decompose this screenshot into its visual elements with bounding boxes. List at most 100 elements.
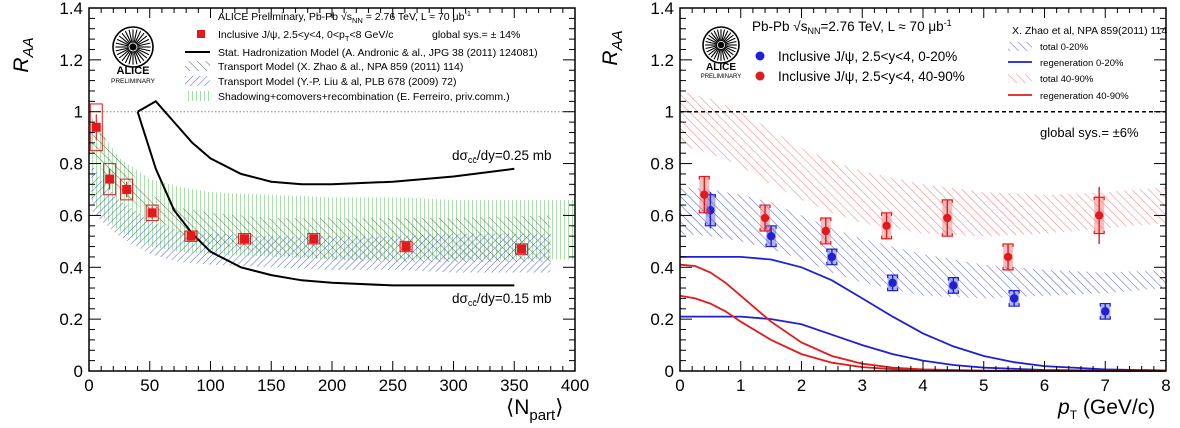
logo-ray bbox=[706, 46, 718, 53]
total-0-20-band bbox=[680, 186, 1166, 299]
legend-entry-zhao: Transport Model (X. Zhao & al., NPA 859 … bbox=[218, 61, 463, 73]
logo-ray bbox=[137, 47, 151, 52]
logo-ray bbox=[134, 50, 142, 64]
y-axis-title: RAA bbox=[10, 37, 37, 72]
logo-subtext: PRELIMINARY bbox=[111, 78, 156, 85]
y-tick-label: 0.2 bbox=[650, 310, 674, 329]
data-points bbox=[89, 103, 529, 255]
zhao-band bbox=[91, 116, 551, 263]
jpsi-sys-bracket bbox=[1008, 290, 1020, 307]
logo-ray bbox=[124, 50, 132, 64]
legend-model-regen-central: regeneration 0-20% bbox=[1040, 58, 1124, 69]
legend-entry-liu: Transport Model (Y.-P. Liu & al, PLB 678… bbox=[218, 76, 457, 88]
jpsi-marker bbox=[1094, 211, 1104, 220]
jpsi-point-sys-box bbox=[515, 243, 529, 255]
annotation-upper-shm: dσcc̄/dy=0.25 mb bbox=[452, 148, 552, 165]
logo-ray bbox=[724, 46, 736, 53]
legend: Pb-Pb √sNN=2.76 TeV, L ≈ 70 μb-1 Inclusi… bbox=[752, 18, 1167, 102]
jpsi-point-sys-box bbox=[307, 233, 321, 245]
y-tick-label: 1.4 bbox=[650, 0, 674, 18]
logo-ray bbox=[722, 30, 729, 42]
y-tick-label: 0.8 bbox=[650, 155, 674, 174]
shm-upper-curve bbox=[137, 100, 515, 186]
logo-ray bbox=[124, 30, 132, 44]
x-tick-label: 3 bbox=[858, 376, 867, 395]
legend-global-sys: global sys.= ± 14% bbox=[432, 29, 520, 41]
logo-ray bbox=[133, 29, 138, 43]
legend-marker-peripheral bbox=[755, 71, 765, 81]
x-tick-label: 100 bbox=[196, 376, 224, 395]
logo-ray bbox=[128, 51, 133, 65]
jpsi-marker bbox=[147, 208, 157, 218]
logo-ray bbox=[705, 45, 718, 50]
y-tick-label: 0.6 bbox=[59, 206, 83, 225]
alice-logo: ALICE PRELIMINARY bbox=[701, 26, 741, 80]
y-tick-label: 0 bbox=[665, 362, 674, 381]
jpsi-marker bbox=[760, 213, 770, 223]
y-tick-label: 1.2 bbox=[650, 51, 674, 70]
logo-ray bbox=[723, 34, 734, 43]
logo-ray bbox=[710, 32, 719, 43]
legend-marker-central bbox=[755, 51, 765, 61]
x-tick-label: 200 bbox=[318, 376, 346, 395]
logo-ray bbox=[137, 42, 151, 47]
legend-entry-peripheral: Inclusive J/ψ, 2.5<y<4, 40-90% bbox=[778, 69, 965, 84]
alice-logo: ALICE PRELIMINARY bbox=[111, 26, 156, 85]
logo-ray bbox=[115, 47, 129, 52]
annotation-lower-shm: dσcc̄/dy=0.15 mb bbox=[452, 291, 552, 308]
jpsi-marker bbox=[949, 281, 958, 290]
logo-ray bbox=[118, 35, 130, 45]
logo-text: ALICE bbox=[706, 62, 736, 73]
logo-core bbox=[129, 43, 137, 51]
logo-ray bbox=[724, 37, 736, 44]
jpsi-marker bbox=[309, 234, 319, 244]
logo-ray bbox=[121, 50, 131, 62]
sqrt-icon: √ bbox=[793, 19, 801, 34]
legend-swatch-liu bbox=[185, 76, 210, 86]
logo-ray bbox=[136, 35, 148, 45]
jpsi-marker bbox=[827, 252, 837, 262]
logo-ray bbox=[135, 50, 145, 62]
x-tick-label: 5 bbox=[979, 376, 988, 395]
x-tick-label: 4 bbox=[918, 376, 927, 395]
x-tick-label: 1 bbox=[736, 376, 745, 395]
jpsi-point-sys-box bbox=[103, 163, 117, 196]
jpsi-marker bbox=[240, 234, 250, 244]
legend-swatch-total-peripheral bbox=[1008, 74, 1032, 83]
legend-marker-data bbox=[197, 30, 205, 38]
jpsi-marker bbox=[943, 213, 952, 223]
logo-ray bbox=[118, 49, 130, 59]
logo-ray bbox=[721, 48, 726, 61]
regen-0-20-lower-curve bbox=[680, 315, 1167, 372]
logo-ray bbox=[723, 47, 732, 58]
x-tick-label: 400 bbox=[561, 376, 589, 395]
x-tick-label: 300 bbox=[439, 376, 467, 395]
jpsi-point-sys-box bbox=[399, 240, 413, 253]
x-tick-label: 250 bbox=[379, 376, 407, 395]
y-tick-label: 1.2 bbox=[59, 51, 83, 70]
legend-header: ALICE Preliminary, Pb-Pb √sNN = 2.76 TeV… bbox=[218, 9, 471, 25]
jpsi-point-sys-box bbox=[120, 178, 134, 201]
x-tick-label: 8 bbox=[1161, 376, 1170, 395]
logo-ray bbox=[136, 49, 148, 59]
jpsi-point-sys-box bbox=[89, 103, 103, 152]
logo-ray bbox=[133, 51, 138, 65]
y-tick-label: 0.4 bbox=[59, 258, 83, 277]
x-axis-title: pT (GeV/c) bbox=[1057, 396, 1155, 422]
model-bands bbox=[91, 116, 576, 273]
logo-ray bbox=[116, 48, 130, 56]
logo-text: ALICE bbox=[117, 65, 150, 77]
left-panel: 0 50 100 150 200 250 300 350 400 0 0.2 0.4 0.6 0.8 1 1.… bbox=[10, 0, 589, 424]
logo-ray bbox=[708, 47, 719, 56]
legend-swatch-zhao bbox=[185, 61, 210, 71]
logo-ray bbox=[705, 40, 718, 45]
legend-model-total-peripheral: total 40-90% bbox=[1040, 74, 1094, 85]
logo-ray bbox=[724, 40, 737, 45]
logo-ray bbox=[710, 47, 719, 58]
logo-ray bbox=[128, 29, 133, 43]
model-curves bbox=[136, 100, 515, 287]
legend-swatch-ferreiro bbox=[185, 91, 210, 101]
legend-model-regen-peripheral: regeneration 40-90% bbox=[1040, 91, 1129, 102]
y-tick-label: 0 bbox=[74, 362, 83, 381]
